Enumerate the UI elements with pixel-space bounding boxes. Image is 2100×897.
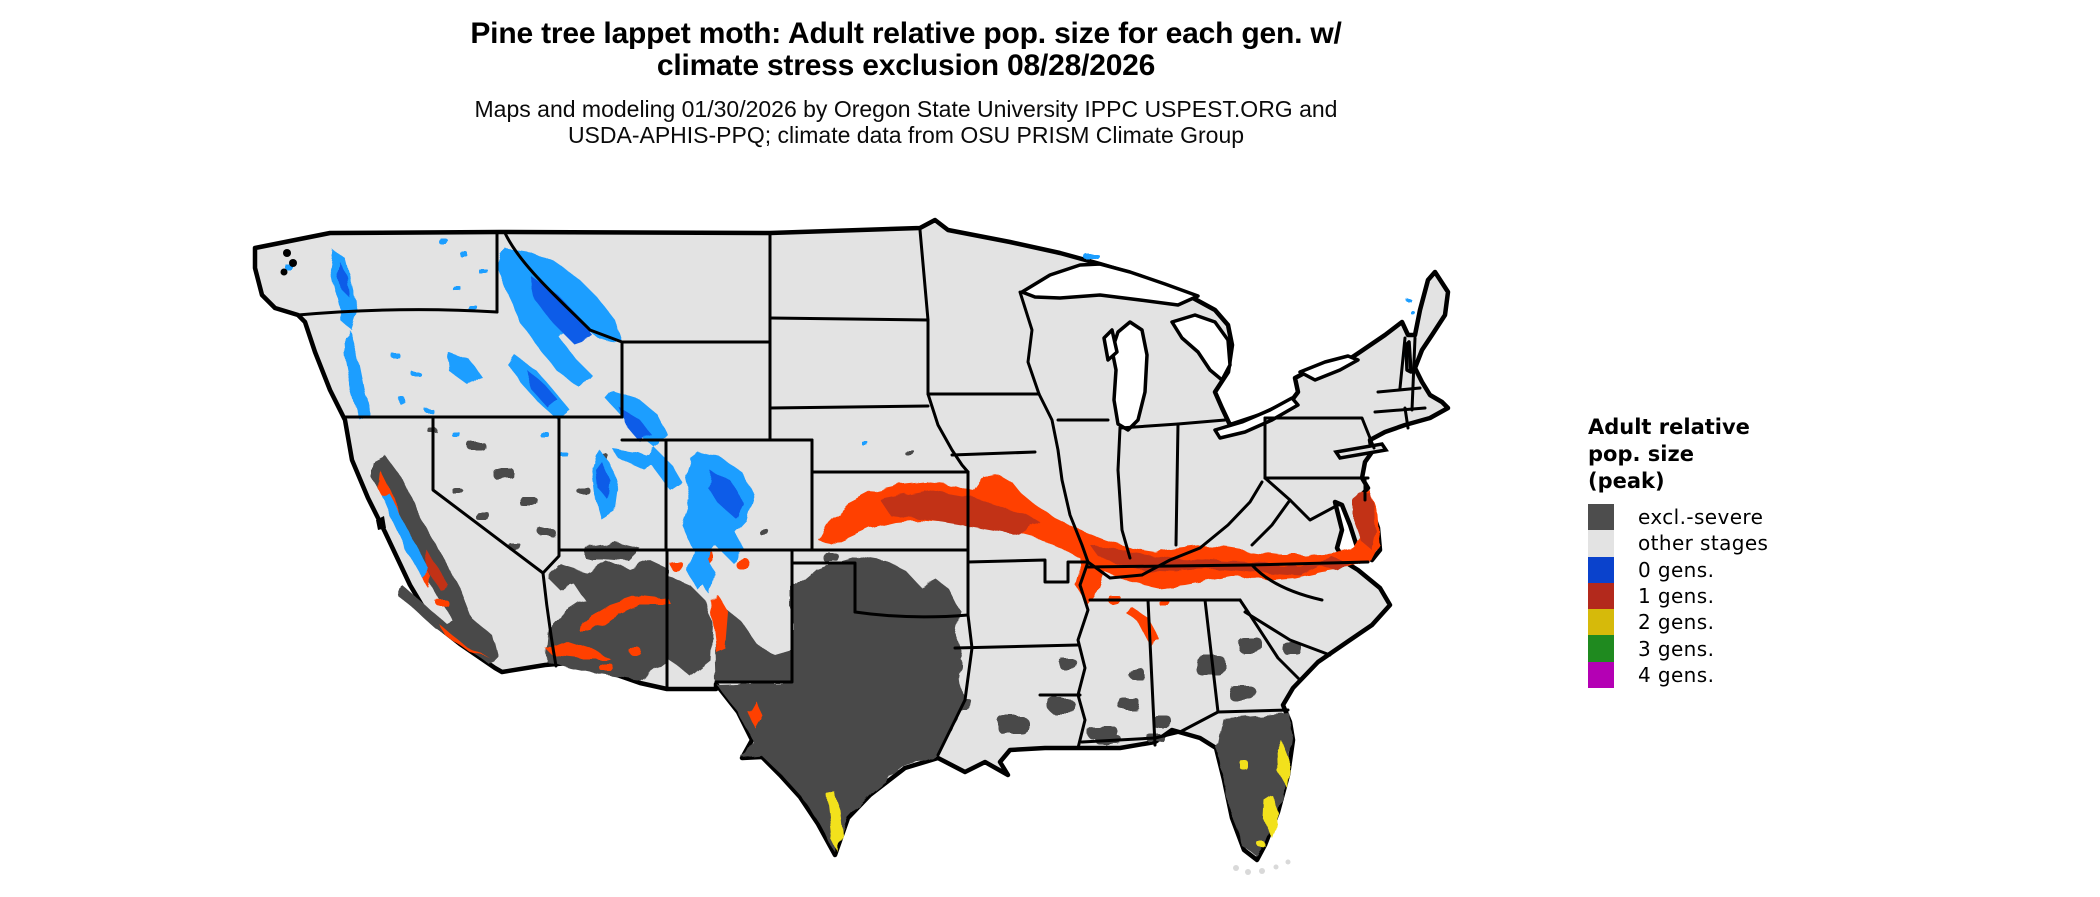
legend-swatch [1588, 609, 1614, 636]
legend-row: 2 gens. [1588, 609, 1888, 636]
legend-swatch [1588, 530, 1614, 557]
legend-swatch [1588, 661, 1614, 689]
legend-row: 3 gens. [1588, 635, 1888, 662]
legend-label: excl.-severe [1638, 505, 1764, 530]
legend-title: Adult relative pop. size (peak) [1588, 414, 1888, 495]
great-lakes [1020, 262, 1413, 440]
zero-gen-region [285, 240, 1416, 595]
legend-row: 0 gens. [1588, 556, 1888, 583]
legend-label: 4 gens. [1638, 662, 1715, 687]
legend: Adult relative pop. size (peak) excl.-seve… [1588, 414, 1888, 689]
map-title-line2: climate stress exclusion 08/28/2026 [656, 49, 1156, 82]
legend-swatch [1588, 504, 1614, 531]
legend-row: other stages [1588, 530, 1888, 557]
legend-title-line: (peak) [1588, 469, 1665, 493]
map-subtitle: Maps and modeling 01/30/2026 by Oregon S… [250, 96, 1562, 148]
legend-label: other stages [1638, 531, 1769, 556]
legend-row: 1 gens. [1588, 582, 1888, 610]
florida-keys [1233, 859, 1291, 875]
puget-sound-detail [280, 249, 386, 530]
two-gen-region [827, 742, 1290, 852]
legend-label: 3 gens. [1638, 636, 1715, 661]
map-title: Pine tree lappet moth: Adult relative po… [250, 18, 1562, 82]
legend-title-line: pop. size [1588, 442, 1694, 466]
legend-label: 2 gens. [1638, 610, 1715, 635]
legend-swatch [1588, 582, 1614, 610]
legend-row: 4 gens. [1588, 661, 1888, 689]
map-subtitle-line2: USDA-APHIS-PPQ; climate data from OSU PR… [567, 122, 1245, 148]
map-subtitle-line1: Maps and modeling 01/30/2026 by Oregon S… [474, 96, 1338, 122]
legend-title-line: Adult relative [1588, 415, 1750, 439]
excl-severe-region [372, 428, 1302, 856]
legend-items: excl.-severe other stages 0 gens. 1 gens. 2 … [1588, 504, 1888, 689]
state-borders [296, 228, 1427, 757]
legend-label: 1 gens. [1638, 584, 1715, 609]
header: Pine tree lappet moth: Adult relative po… [250, 18, 1562, 149]
legend-swatch [1588, 635, 1614, 662]
legend-row: excl.-severe [1588, 504, 1888, 531]
legend-swatch [1588, 556, 1614, 583]
legend-label: 0 gens. [1638, 557, 1715, 582]
map-title-line1: Pine tree lappet moth: Adult relative po… [470, 17, 1342, 50]
